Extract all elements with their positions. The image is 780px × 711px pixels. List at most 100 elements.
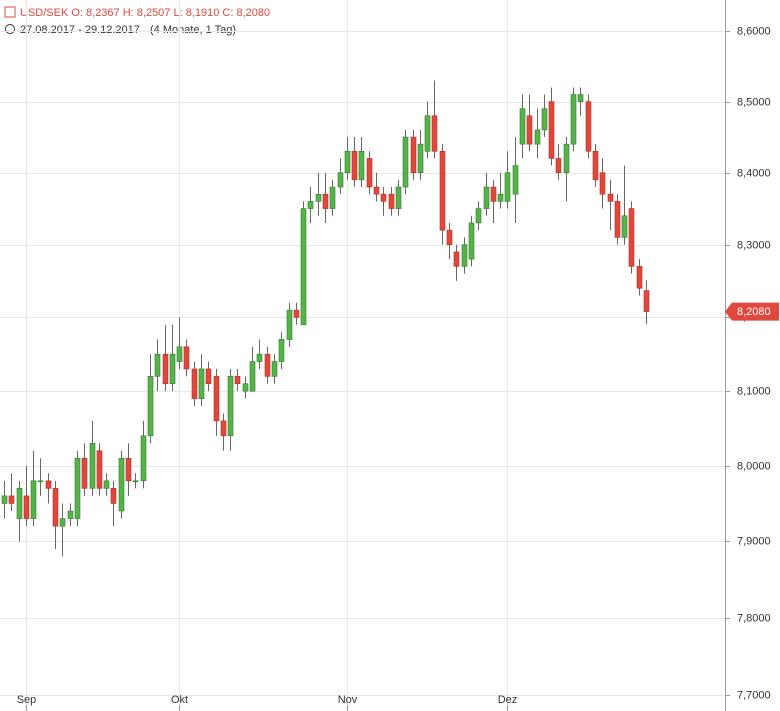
subtitle: 27.08.2017 - 29.12.2017 bbox=[20, 24, 140, 36]
legend: USD/SEK O: 8,2367 H: 8,2507 L: 8,1910 C:… bbox=[4, 6, 270, 36]
candle-body bbox=[417, 143, 424, 173]
candle-body bbox=[1, 495, 8, 504]
candle-body bbox=[461, 244, 468, 267]
candle-body bbox=[548, 101, 555, 159]
candle-body bbox=[395, 186, 402, 209]
candle-body bbox=[59, 518, 66, 527]
candle-body bbox=[351, 150, 358, 181]
y-tick-label: 8,6000 bbox=[737, 25, 771, 37]
candle-body bbox=[234, 376, 241, 385]
candle-body bbox=[410, 136, 417, 173]
candle-body bbox=[271, 361, 278, 377]
candle-body bbox=[96, 450, 103, 489]
candle-body bbox=[256, 353, 263, 362]
candle-body bbox=[621, 215, 628, 238]
candle-body bbox=[118, 457, 125, 512]
y-tick-label: 7,9000 bbox=[737, 535, 771, 547]
candle-body bbox=[249, 361, 256, 392]
candle-body bbox=[132, 480, 139, 483]
candle-body bbox=[439, 150, 446, 231]
candle-body bbox=[307, 201, 314, 209]
legend-icon bbox=[4, 6, 16, 18]
candle-body bbox=[140, 435, 147, 482]
candle-body bbox=[315, 193, 322, 202]
candle-body bbox=[213, 376, 220, 422]
candle-body bbox=[337, 172, 344, 188]
x-tick-label: Sep bbox=[17, 694, 37, 706]
x-tick-label: Okt bbox=[171, 694, 188, 706]
legend-text: USD/SEK O: 8,2367 H: 8,2507 L: 8,1910 C:… bbox=[20, 7, 270, 19]
candle-body bbox=[242, 383, 249, 392]
candle-body bbox=[453, 251, 460, 267]
candle-body bbox=[329, 186, 336, 209]
candle-body bbox=[89, 442, 96, 489]
candle-body bbox=[198, 368, 205, 399]
candle-body bbox=[431, 115, 438, 152]
candle-body bbox=[402, 136, 409, 188]
last-price-box bbox=[725, 302, 779, 321]
candle-body bbox=[147, 376, 154, 437]
candle-body bbox=[534, 129, 541, 145]
candle-body bbox=[424, 115, 431, 152]
x-tick-label: Nov bbox=[338, 694, 358, 706]
candle-body bbox=[183, 346, 190, 370]
y-tick-label: 8,0000 bbox=[737, 460, 771, 472]
candle-body bbox=[162, 353, 169, 385]
candle-body bbox=[220, 420, 227, 437]
candle-body bbox=[388, 193, 395, 209]
x-tick-label: Dez bbox=[498, 694, 518, 706]
y-tick-label: 8,3000 bbox=[737, 239, 771, 251]
candle-body bbox=[81, 457, 88, 489]
candle-body bbox=[475, 208, 482, 224]
candle-body bbox=[570, 94, 577, 145]
candle-body bbox=[636, 266, 643, 289]
candle-body bbox=[23, 495, 30, 519]
candle-body bbox=[264, 353, 271, 377]
candle-body bbox=[643, 290, 650, 312]
candle-body bbox=[205, 368, 212, 385]
y-tick-label: 7,7000 bbox=[737, 689, 771, 701]
candle-body bbox=[322, 193, 329, 209]
candle-body bbox=[227, 376, 234, 437]
candle-body bbox=[103, 480, 110, 489]
y-tick-label: 8,1000 bbox=[737, 385, 771, 397]
candle-body bbox=[45, 480, 52, 489]
candle-body bbox=[8, 495, 15, 504]
candle-body bbox=[344, 150, 351, 173]
candle-body bbox=[169, 353, 176, 385]
candle-body bbox=[358, 150, 365, 181]
candle-body bbox=[490, 186, 497, 202]
candle-body bbox=[110, 488, 117, 504]
candle-body bbox=[497, 193, 504, 202]
subtitle-note: (4 Monate, 1 Tag) bbox=[150, 24, 236, 36]
candle-body bbox=[577, 94, 584, 102]
last-price-label: 8,2080 bbox=[737, 306, 771, 318]
candle-body bbox=[541, 108, 548, 131]
candle-body bbox=[563, 143, 570, 173]
candle-body bbox=[380, 193, 387, 202]
candle-body bbox=[74, 457, 81, 519]
candle-body bbox=[614, 201, 621, 238]
candle-body bbox=[483, 186, 490, 209]
candle-body bbox=[607, 193, 614, 202]
candle-body bbox=[468, 222, 475, 260]
candle-body bbox=[599, 172, 606, 195]
candle-body bbox=[366, 158, 373, 188]
y-tick-label: 8,4000 bbox=[737, 167, 771, 179]
candle-body bbox=[512, 165, 519, 195]
candle-body bbox=[154, 353, 161, 377]
candle-body bbox=[67, 510, 74, 519]
candle-body bbox=[52, 488, 59, 527]
candle-body bbox=[286, 309, 293, 340]
candle-body bbox=[16, 488, 23, 519]
candle-body bbox=[293, 309, 300, 318]
candle-body bbox=[300, 208, 307, 326]
candle-body bbox=[125, 457, 132, 482]
y-tick-label: 7,8000 bbox=[737, 612, 771, 624]
candle-body bbox=[504, 172, 511, 202]
candle-body bbox=[555, 158, 562, 173]
candle-body bbox=[373, 186, 380, 195]
candle-body bbox=[446, 229, 453, 245]
candle-body bbox=[526, 115, 533, 145]
